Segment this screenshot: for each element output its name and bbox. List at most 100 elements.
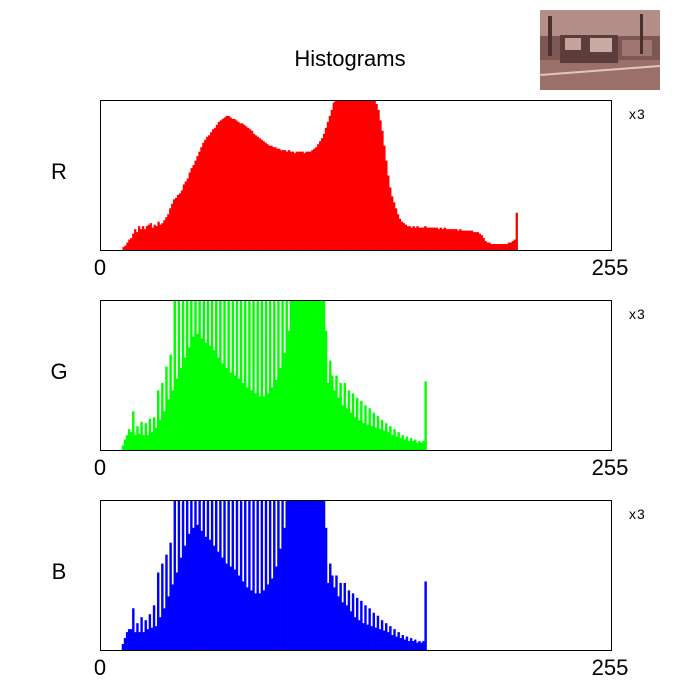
hist-bar-b-53 <box>210 501 214 650</box>
hist-bar-b-109 <box>326 582 330 650</box>
hist-bar-b-138 <box>387 632 390 650</box>
hist-bar-r-72 <box>241 123 244 250</box>
hist-bar-g-135 <box>380 420 384 450</box>
hist-bar-r-178 <box>447 229 450 250</box>
hist-bar-r-58 <box>213 127 217 250</box>
hist-bar-b-149 <box>409 638 413 650</box>
hist-bar-r-147 <box>387 175 390 250</box>
hist-bar-g-70 <box>246 387 249 450</box>
hist-bar-b-51 <box>206 501 210 650</box>
hist-bar-b-64 <box>233 569 237 650</box>
hist-bar-b-143 <box>397 632 400 650</box>
hist-bar-g-52 <box>208 345 212 450</box>
hist-bar-b-98 <box>304 501 307 650</box>
hist-bar-g-51 <box>206 301 210 450</box>
hist-bar-g-41 <box>186 301 189 450</box>
hist-bar-g-10 <box>121 445 125 450</box>
hist-bar-r-40 <box>178 193 182 250</box>
hist-bar-g-111 <box>331 375 334 450</box>
hist-bar-b-142 <box>395 636 398 650</box>
hist-bar-g-22 <box>146 435 150 450</box>
hist-bar-g-104 <box>316 301 320 450</box>
hist-bar-b-56 <box>217 551 220 650</box>
hist-bar-b-147 <box>405 636 409 650</box>
hist-bar-g-125 <box>360 400 363 450</box>
hist-bar-b-105 <box>318 501 322 650</box>
channel-label-b: B <box>52 559 67 584</box>
hist-bar-g-94 <box>295 301 299 450</box>
hist-bar-r-160 <box>412 226 415 250</box>
hist-bar-b-92 <box>291 501 295 650</box>
hist-bar-g-156 <box>424 381 427 450</box>
hist-bar-b-70 <box>246 587 249 650</box>
hist-bar-r-21 <box>141 226 145 250</box>
hist-bar-r-63 <box>223 117 226 250</box>
hist-bar-b-17 <box>136 623 139 650</box>
hist-bar-g-27 <box>156 390 160 450</box>
hist-bar-r-152 <box>396 214 400 250</box>
plot-frame-b <box>100 500 612 651</box>
thumbnail-image <box>539 10 661 90</box>
hist-bar-g-73 <box>252 301 255 450</box>
hist-bar-g-17 <box>136 426 139 450</box>
hist-bar-r-111 <box>317 144 320 250</box>
hist-bar-r-48 <box>194 160 197 250</box>
hist-bar-r-46 <box>190 168 193 250</box>
hist-bar-r-31 <box>161 223 164 250</box>
hist-bar-b-107 <box>322 501 326 650</box>
hist-bar-r-87 <box>270 145 273 250</box>
hist-bar-g-154 <box>420 442 423 450</box>
hist-bar-b-59 <box>223 501 226 650</box>
hist-bar-r-77 <box>250 130 254 250</box>
hist-bar-g-102 <box>312 301 315 450</box>
hist-bar-g-120 <box>349 412 353 450</box>
hist-bar-r-97 <box>289 151 293 250</box>
hist-bar-r-52 <box>202 142 205 250</box>
hist-bar-r-47 <box>192 165 195 250</box>
hist-bar-r-191 <box>472 232 476 250</box>
hist-bar-g-148 <box>407 441 411 450</box>
hist-bar-b-50 <box>204 536 208 650</box>
hist-bar-r-94 <box>283 150 287 250</box>
hist-bar-g-62 <box>229 372 232 450</box>
hist-bar-r-18 <box>136 232 139 250</box>
hist-bar-b-111 <box>331 575 334 650</box>
hist-bar-r-42 <box>182 184 186 250</box>
hist-bar-g-92 <box>291 301 295 450</box>
hist-bar-r-107 <box>309 151 312 250</box>
hist-bar-g-140 <box>391 435 394 450</box>
hist-bar-r-65 <box>227 115 230 251</box>
hist-bar-r-38 <box>174 197 178 250</box>
hist-bar-r-17 <box>134 229 137 250</box>
hist-bar-b-80 <box>266 584 270 650</box>
hist-bar-r-155 <box>402 223 406 250</box>
hist-bar-b-91 <box>289 501 293 650</box>
hist-bar-r-123 <box>340 101 343 250</box>
x-tick-max-r: 255 <box>592 255 629 280</box>
hist-bar-b-46 <box>196 524 199 650</box>
hist-bar-r-96 <box>287 150 291 250</box>
hist-bar-r-168 <box>428 227 431 250</box>
hist-bar-b-20 <box>142 632 145 650</box>
hist-bar-g-138 <box>387 432 390 450</box>
hist-bar-r-110 <box>315 147 318 250</box>
hist-bar-b-73 <box>252 501 255 650</box>
hist-bar-r-71 <box>239 123 242 250</box>
hist-bar-g-57 <box>219 301 222 450</box>
hist-bar-b-52 <box>208 539 212 650</box>
hist-bar-g-58 <box>221 363 224 450</box>
hist-bar-g-100 <box>308 301 311 450</box>
hist-bar-r-56 <box>210 132 213 250</box>
hist-bar-b-121 <box>351 593 355 650</box>
hist-bar-g-61 <box>227 301 230 450</box>
hist-bar-g-86 <box>279 368 282 450</box>
hist-bar-r-100 <box>295 151 298 250</box>
hist-bar-r-203 <box>496 244 499 250</box>
hist-bar-g-55 <box>215 301 218 450</box>
hist-bar-g-113 <box>335 375 338 450</box>
hist-bar-r-45 <box>188 172 191 250</box>
hist-bar-r-43 <box>184 181 187 250</box>
hist-bar-r-148 <box>389 187 392 250</box>
hist-bar-r-59 <box>215 124 219 250</box>
hist-bar-r-102 <box>299 151 302 250</box>
